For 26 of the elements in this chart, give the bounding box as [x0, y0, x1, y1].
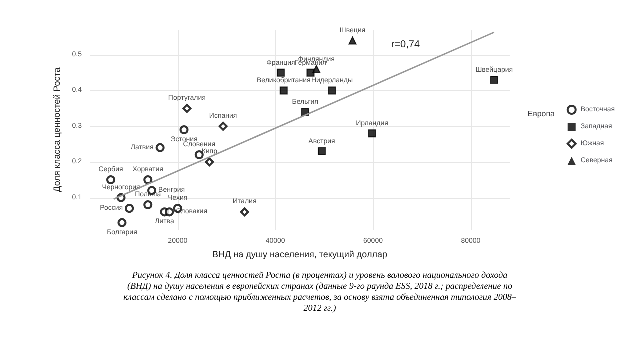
point [490, 76, 498, 84]
point [240, 208, 250, 217]
point [165, 208, 174, 217]
point [194, 150, 204, 160]
legend-title: Европа [528, 110, 556, 118]
point [125, 204, 134, 214]
point [218, 122, 228, 131]
point [180, 126, 189, 134]
y-axis-title: Доля класса ценностей Роста [52, 68, 62, 192]
point [276, 68, 285, 77]
point [318, 147, 326, 156]
point [328, 86, 336, 95]
point [182, 104, 192, 114]
point [156, 143, 165, 152]
x-axis-title: ВНД на душу населения, текущий доллар [212, 249, 388, 260]
point [348, 36, 357, 45]
point [306, 68, 315, 77]
point [144, 176, 153, 184]
annotation: r=0,74 [391, 40, 420, 50]
text: Рисунок 4. Доля класса ценностей Роста (в процентах) и уровень валового национального дохода (ВНД) на душу населения в европейских странах (данные 9-го раунда ESS, 2018 г.; распределение по классам сделано с помощью приближенных расчетов, за основу взята объединенная типология 2008–2012 гг.) [122, 270, 518, 314]
point [144, 200, 153, 210]
point [118, 218, 127, 228]
point [280, 86, 288, 95]
point [368, 130, 376, 138]
point [106, 176, 116, 184]
point [205, 158, 214, 167]
